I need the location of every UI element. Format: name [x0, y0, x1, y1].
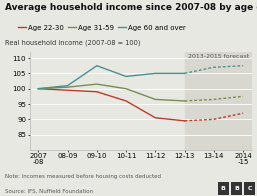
Text: Source: IFS, Nuffield Foundation: Source: IFS, Nuffield Foundation: [5, 189, 93, 194]
Text: 2013-2015 forecast: 2013-2015 forecast: [188, 54, 249, 59]
Text: Average household income since 2007-08 by age group: Average household income since 2007-08 b…: [5, 3, 257, 12]
Legend: Age 22-30, Age 31-59, Age 60 and over: Age 22-30, Age 31-59, Age 60 and over: [15, 22, 189, 34]
Bar: [231, 182, 242, 195]
Text: Note: Incomes measured before housing costs deducted: Note: Incomes measured before housing co…: [5, 174, 161, 179]
Bar: [244, 182, 255, 195]
Text: C: C: [247, 186, 252, 191]
Text: Real household income (2007-08 = 100): Real household income (2007-08 = 100): [5, 40, 141, 46]
Bar: [217, 182, 229, 195]
Text: B: B: [221, 186, 226, 191]
Bar: [185, 52, 252, 150]
Text: B: B: [234, 186, 239, 191]
